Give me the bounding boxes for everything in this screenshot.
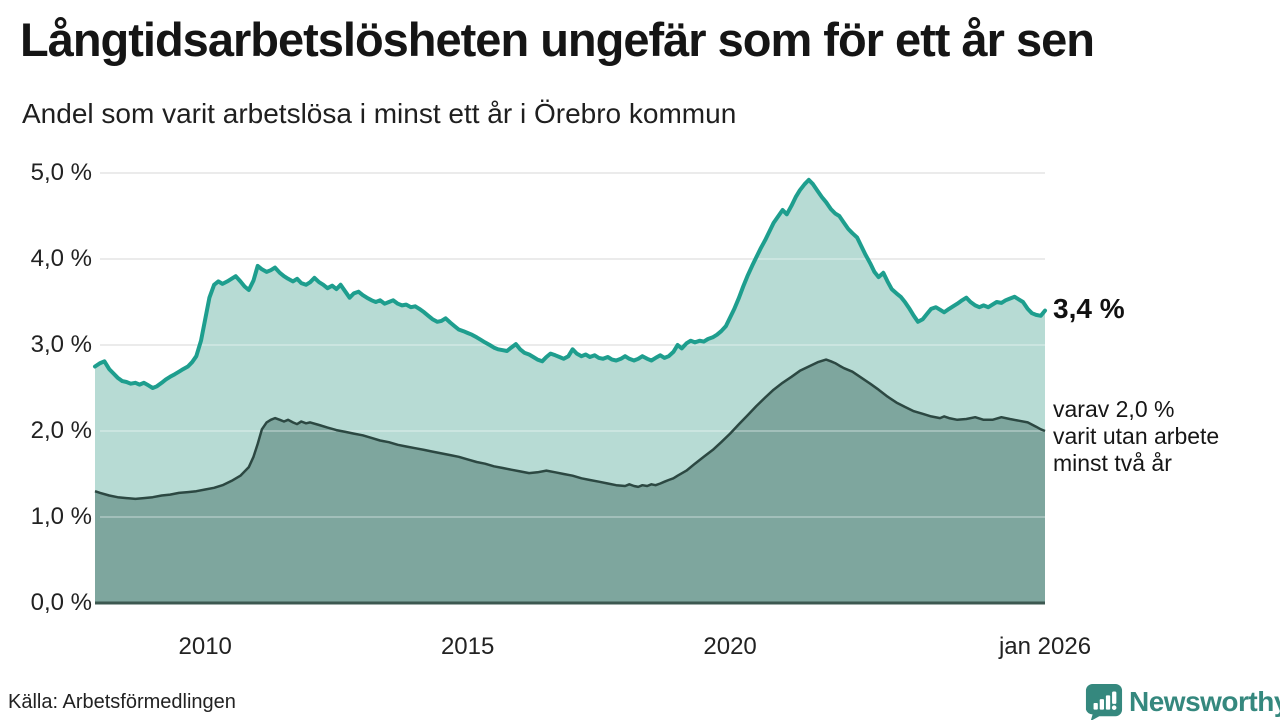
y-axis-tick-label: 3,0 % — [30, 331, 92, 358]
bar-chart-speech-bubble-icon — [1085, 683, 1123, 720]
newsworthy-wordmark: Newsworthy — [1129, 686, 1280, 717]
y-axis-tick-label: 4,0 % — [30, 245, 92, 272]
x-axis-tick-label: 2015 — [440, 633, 495, 660]
x-axis-tick-label: jan 2026 — [998, 633, 1092, 660]
secondary-series-annotation: varav 2,0 % varit utan arbete minst två … — [1053, 396, 1219, 477]
source-note: Källa: Arbetsförmedlingen — [8, 691, 236, 713]
y-axis-tick-label: 1,0 % — [30, 503, 92, 530]
y-axis-tick-label: 2,0 % — [30, 417, 92, 444]
x-axis-tick-label: 2010 — [178, 633, 232, 660]
x-axis-tick-label: 2020 — [703, 633, 757, 660]
secondary-annotation-line-2: varit utan arbete — [1053, 423, 1220, 449]
chart-title: Långtidsarbetslösheten ungefär som för e… — [20, 13, 1095, 66]
secondary-annotation-line-3: minst två år — [1053, 450, 1172, 476]
y-axis-tick-label: 0,0 % — [30, 589, 92, 616]
y-axis-tick-label: 5,0 % — [30, 159, 92, 186]
secondary-annotation-line-1: varav 2,0 % — [1053, 396, 1175, 422]
latest-value-annotation: 3,4 % — [1053, 293, 1125, 324]
chart-subtitle: Andel som varit arbetslösa i minst ett å… — [22, 98, 737, 129]
newsworthy-logo: Newsworthy — [1085, 683, 1280, 720]
